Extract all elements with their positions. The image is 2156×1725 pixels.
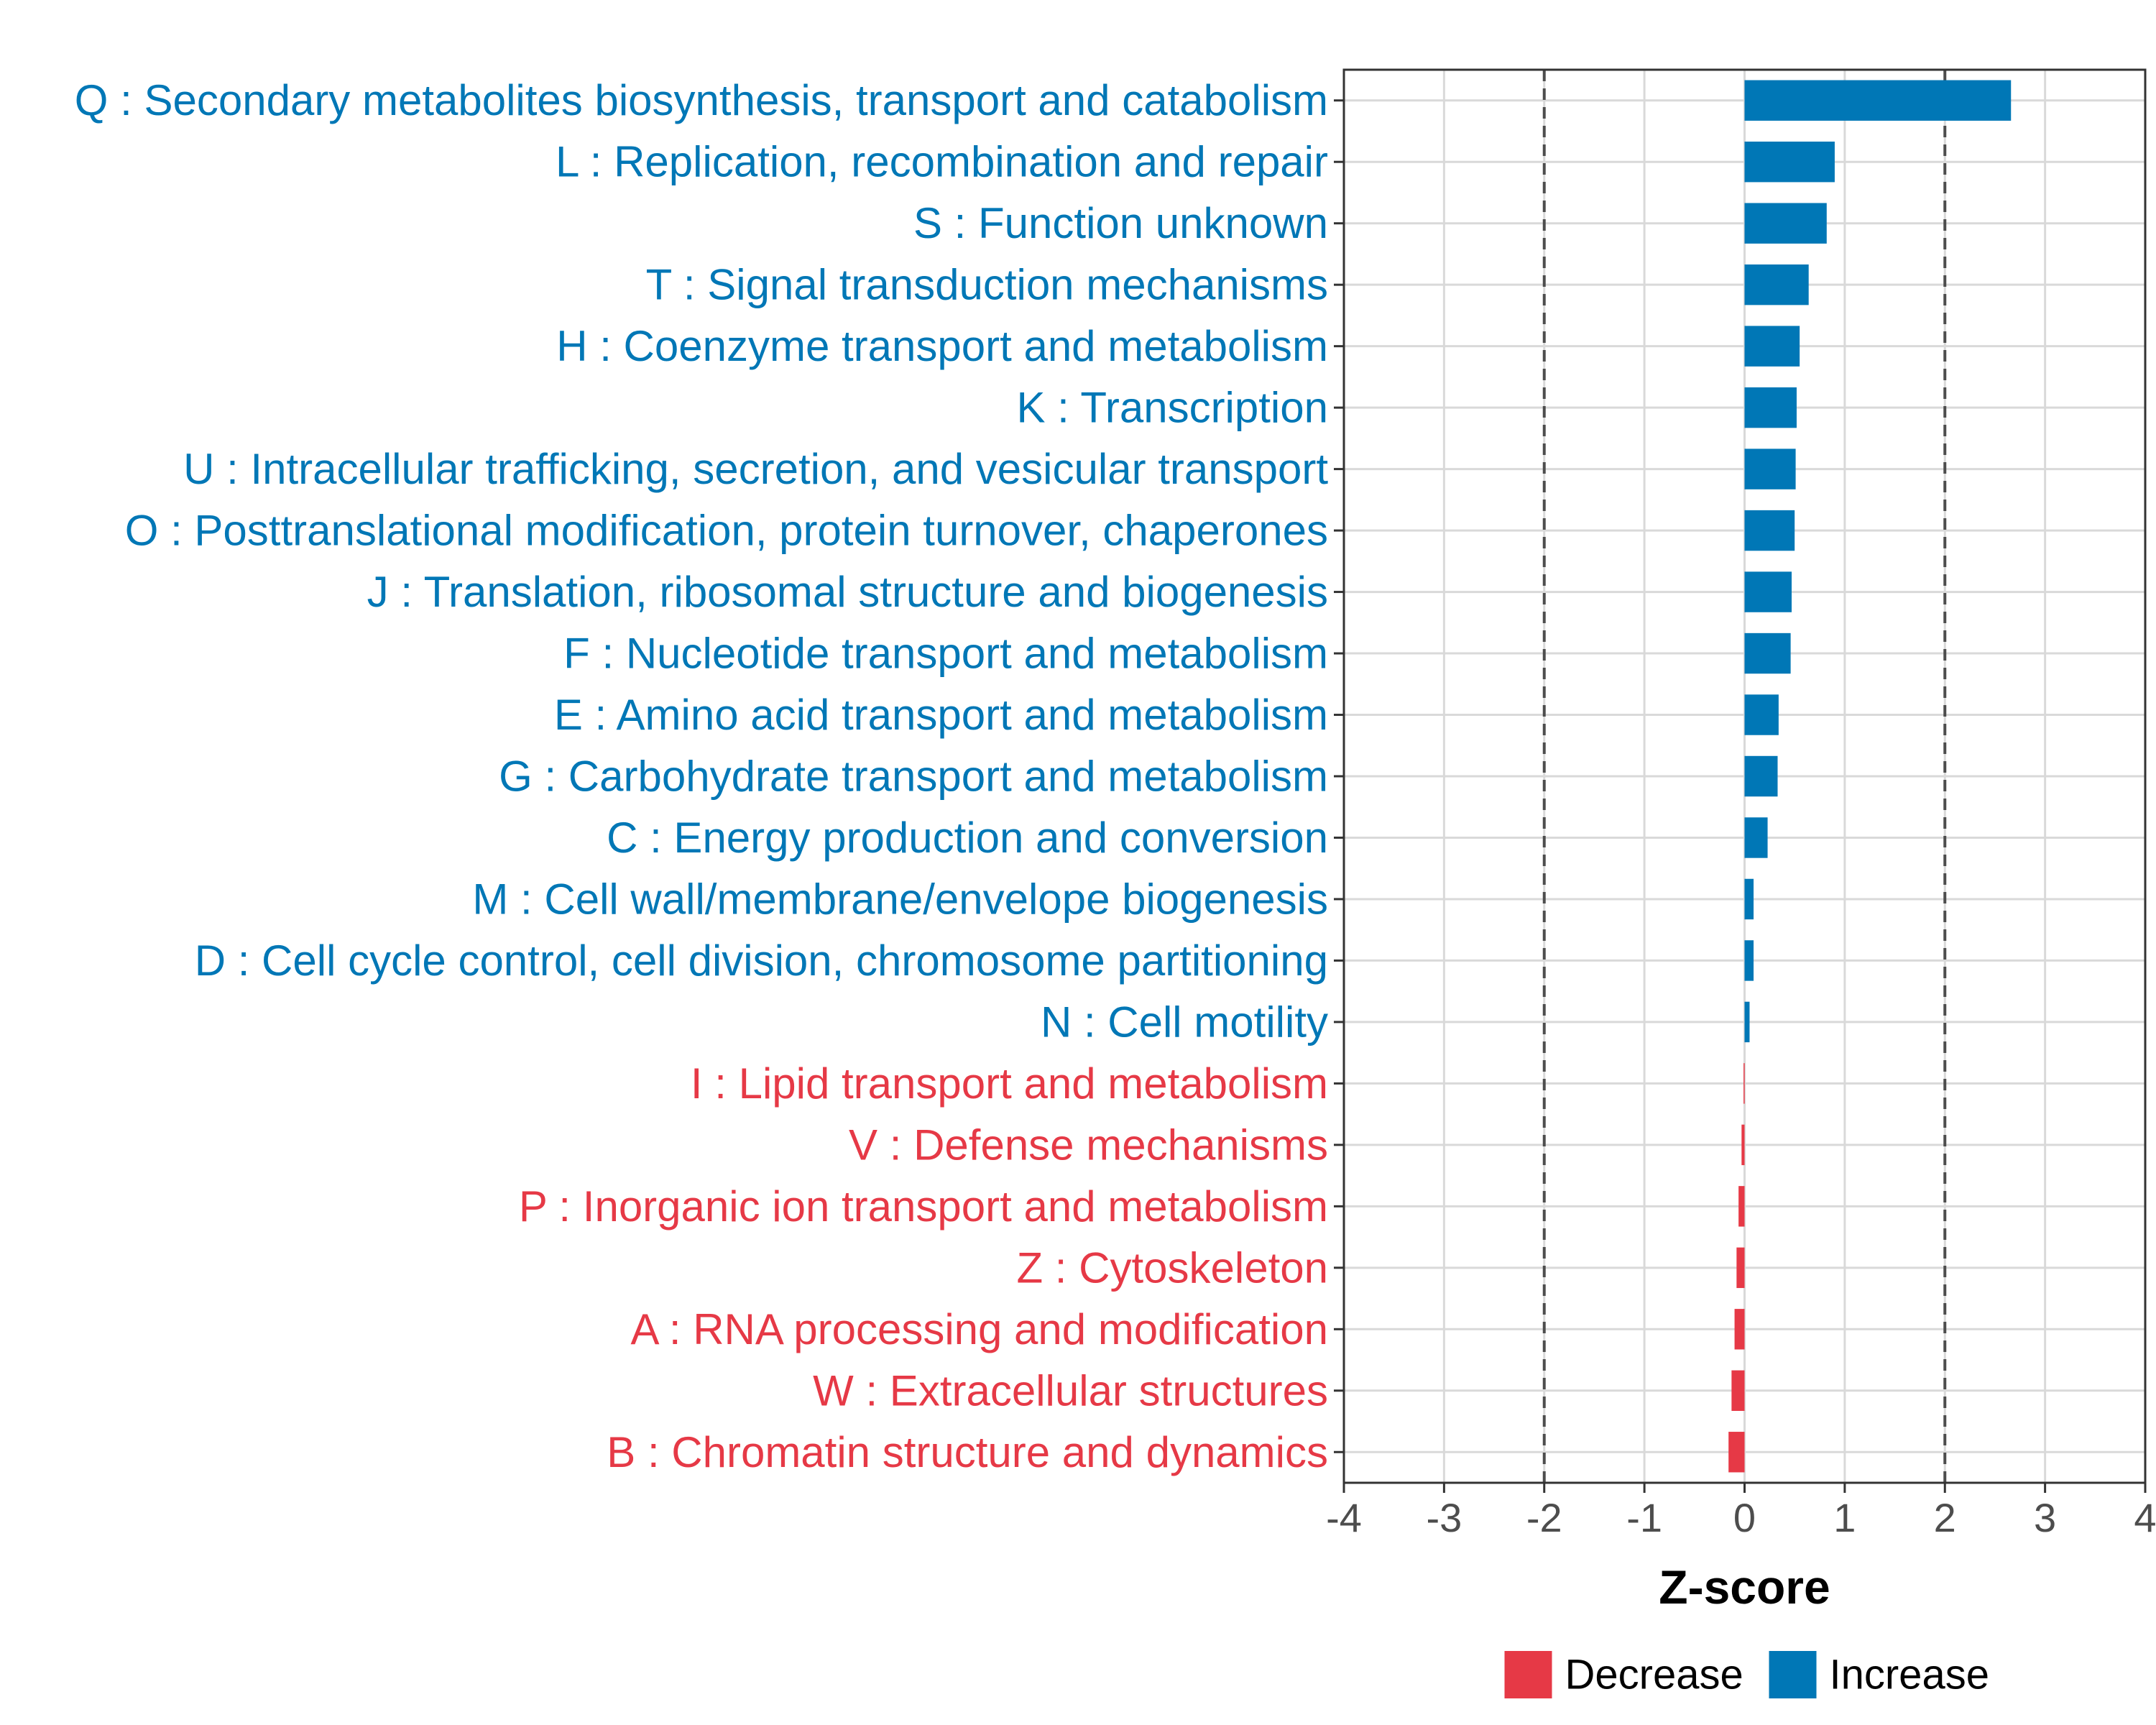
category-label: T : Signal transduction mechanisms xyxy=(646,261,1328,309)
category-labels: Q : Secondary metabolites biosynthesis, … xyxy=(75,76,1329,1476)
x-tick-label: 4 xyxy=(2134,1495,2156,1540)
bar xyxy=(1744,1001,1750,1043)
category-label: F : Nucleotide transport and metabolism xyxy=(563,630,1328,678)
category-label: G : Carbohydrate transport and metabolis… xyxy=(499,753,1328,801)
bar xyxy=(1744,203,1827,244)
bar xyxy=(1744,448,1796,489)
category-label: D : Cell cycle control, cell division, c… xyxy=(195,937,1328,985)
bar xyxy=(1744,878,1754,920)
bar xyxy=(1744,940,1754,981)
category-label: W : Extracellular structures xyxy=(813,1366,1328,1414)
category-label: H : Coenzyme transport and metabolism xyxy=(556,322,1328,370)
legend-swatch xyxy=(1769,1651,1817,1698)
category-label: C : Energy production and conversion xyxy=(607,814,1328,862)
category-label: A : RNA processing and modification xyxy=(630,1305,1328,1353)
reference-lines xyxy=(1542,70,1947,1483)
bar xyxy=(1744,632,1791,674)
x-tick-label: -3 xyxy=(1426,1495,1462,1540)
bar xyxy=(1741,1124,1745,1166)
category-label: B : Chromatin structure and dynamics xyxy=(607,1428,1328,1476)
bar xyxy=(1731,1370,1745,1411)
category-label: I : Lipid transport and metabolism xyxy=(691,1059,1328,1108)
x-axis-ticks xyxy=(1342,1483,2147,1493)
category-label: O : Posttranslational modification, prot… xyxy=(125,507,1328,555)
category-label: P : Inorganic ion transport and metaboli… xyxy=(519,1182,1328,1230)
bar xyxy=(1744,80,2012,121)
bar xyxy=(1744,571,1792,612)
bar xyxy=(1744,142,1835,183)
bar xyxy=(1744,694,1779,735)
bar xyxy=(1744,264,1809,305)
bar xyxy=(1744,755,1778,797)
category-label: J : Translation, ribosomal structure and… xyxy=(367,568,1328,616)
bar xyxy=(1736,1247,1745,1289)
category-label: M : Cell wall/membrane/envelope biogenes… xyxy=(472,875,1328,923)
x-tick-label: 0 xyxy=(1733,1495,1756,1540)
x-tick-label: -4 xyxy=(1326,1495,1362,1540)
bar xyxy=(1744,326,1800,367)
bar xyxy=(1728,1432,1745,1473)
legend-label: Increase xyxy=(1830,1652,1989,1698)
x-tick-label: 2 xyxy=(1934,1495,1956,1540)
bars xyxy=(1728,80,2012,1473)
y-axis-ticks xyxy=(1334,99,1344,1453)
legend: Decrease Increase xyxy=(1504,1651,1989,1698)
bar xyxy=(1744,817,1768,858)
x-tick-label: 3 xyxy=(2034,1495,2056,1540)
category-label: Z : Cytoskeleton xyxy=(1016,1243,1328,1292)
category-label: S : Function unknown xyxy=(913,199,1328,247)
bar xyxy=(1744,510,1795,551)
category-label: Q : Secondary metabolites biosynthesis, … xyxy=(75,76,1328,124)
category-label: V : Defense mechanisms xyxy=(849,1121,1328,1169)
bar xyxy=(1734,1309,1745,1350)
bar xyxy=(1738,1186,1745,1227)
x-tick-label: 1 xyxy=(1833,1495,1856,1540)
x-tick-label: -2 xyxy=(1526,1495,1562,1540)
category-label: E : Amino acid transport and metabolism xyxy=(554,691,1328,739)
x-tick-label: -1 xyxy=(1626,1495,1662,1540)
category-label: L : Replication, recombination and repai… xyxy=(556,138,1328,186)
legend-swatch xyxy=(1504,1651,1552,1698)
category-label: U : Intracellular trafficking, secretion… xyxy=(183,445,1328,493)
bar xyxy=(1743,1063,1745,1104)
bar xyxy=(1744,387,1797,428)
x-axis-title: Z-score xyxy=(1659,1560,1830,1614)
legend-label: Decrease xyxy=(1565,1652,1743,1698)
category-label: K : Transcription xyxy=(1016,384,1328,432)
x-tick-labels: -4 -3 -2 -1 0 1 2 3 4 xyxy=(1326,1495,2156,1540)
category-label: N : Cell motility xyxy=(1041,998,1328,1046)
